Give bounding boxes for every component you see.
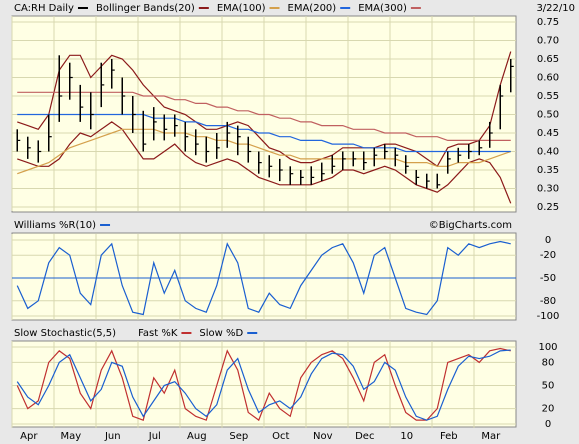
indicator-line (16, 349, 511, 421)
x-tick-label: 10 (400, 431, 413, 442)
ema-line (17, 113, 511, 153)
x-tick-label: May (60, 431, 81, 442)
x-tick-label: Feb (440, 431, 458, 442)
y-tick-label: 80 (542, 357, 555, 368)
y-tick-label: 0.65 (537, 54, 559, 65)
legend-label: Fast %K (138, 328, 178, 339)
x-tick-label: Nov (313, 431, 333, 442)
y-tick-label: 0.50 (537, 110, 559, 121)
ema-line (17, 91, 511, 141)
y-tick-label: -50 (540, 273, 556, 284)
y-tick-label: 20 (542, 404, 555, 415)
indicator-line (16, 240, 511, 316)
x-tick-label: Mar (481, 431, 501, 442)
y-tick-label: 0.40 (537, 147, 559, 158)
y-tick-label: 0.70 (537, 36, 559, 47)
y-tick-label: -80 (540, 296, 556, 307)
legend-label: Slow Stochastic(5,5) (14, 328, 116, 339)
y-tick-label: 0 (545, 419, 551, 430)
bollinger-lower (17, 121, 512, 204)
legend-label: EMA(200) (288, 3, 337, 14)
indicator-line (16, 347, 511, 422)
y-tick-label: 0.60 (537, 73, 559, 84)
x-tick-label: Jul (148, 431, 161, 442)
legend-label: EMA(300) (358, 3, 407, 14)
y-tick-label: 0.75 (537, 17, 559, 28)
x-tick-label: Aug (187, 431, 207, 442)
x-tick-label: Oct (272, 431, 289, 442)
x-tick-label: Sep (229, 431, 248, 442)
x-tick-label: Dec (355, 431, 374, 442)
y-tick-label: -20 (540, 250, 556, 261)
y-tick-label: 0.35 (537, 165, 559, 176)
date: 3/22/10 (536, 3, 575, 14)
y-tick-label: 50 (542, 381, 555, 392)
y-tick-label: -100 (537, 311, 560, 322)
legend-label: CA:RH Daily (14, 3, 74, 14)
y-tick-label: 0.55 (537, 91, 559, 102)
bollinger-upper (17, 51, 512, 168)
x-tick-label: Apr (20, 431, 38, 442)
legend-label: Bollinger Bands(20) (96, 3, 195, 14)
legend-label: Williams %R(10) (14, 220, 96, 231)
legend-label: Slow %D (199, 328, 243, 339)
legend-label: EMA(100) (217, 3, 266, 14)
y-tick-label: 0 (545, 235, 551, 246)
y-tick-label: 0.30 (537, 184, 559, 195)
ema-line (17, 128, 511, 175)
y-tick-label: 100 (538, 342, 557, 353)
copyright: ©BigCharts.com (429, 220, 512, 231)
y-tick-label: 0.25 (537, 202, 559, 213)
y-tick-label: 0.45 (537, 128, 559, 139)
x-tick-label: Jun (104, 431, 121, 442)
